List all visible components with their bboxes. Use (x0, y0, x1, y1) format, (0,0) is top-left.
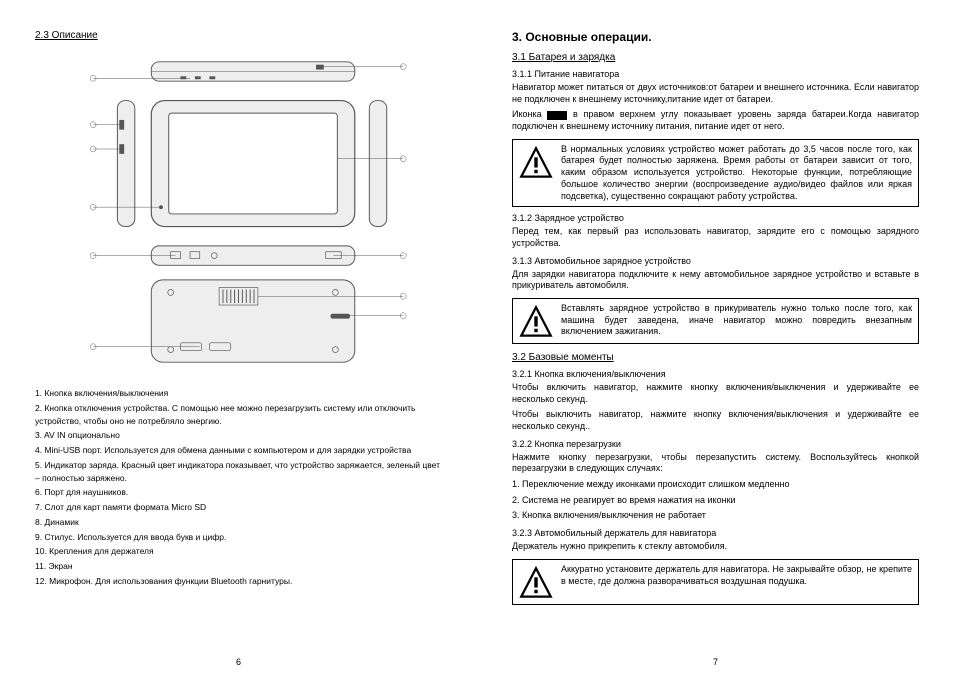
legend-item: 1. Кнопка включения/выключения (35, 387, 442, 400)
section-2-3-title: 2.3 Описание (35, 30, 442, 41)
section-3-1-title: 3.1 Батарея и зарядка (512, 52, 919, 63)
body-text: Чтобы включить навигатор, нажмите кнопку… (512, 382, 919, 405)
section-3-2-title: 3.2 Базовые моменты (512, 352, 919, 363)
warning-text: Вставлять зарядное устройство в прикурив… (561, 303, 912, 338)
legend-item: 3. AV IN опционально (35, 429, 442, 442)
page-number: 6 (236, 657, 241, 667)
section-3-2-1-title: 3.2.1 Кнопка включения/выключения (512, 369, 919, 379)
body-text: Нажмите кнопку перезагрузки, чтобы перез… (512, 452, 919, 475)
section-3-title: 3. Основные операции. (512, 30, 919, 44)
device-diagram (35, 47, 442, 377)
warning-icon (519, 566, 553, 600)
legend-item: 2. Кнопка отключения устройства. С помощ… (35, 402, 442, 428)
body-text: Держатель нужно прикрепить к стеклу авто… (512, 541, 919, 553)
legend-item: 9. Стилус. Используется для ввода букв и… (35, 531, 442, 544)
page-number: 7 (713, 657, 718, 667)
text-span: в правом верхнем углу показывает уровень… (512, 109, 919, 131)
warning-box: Аккуратно установите держатель для навиг… (512, 559, 919, 605)
warning-box: Вставлять зарядное устройство в прикурив… (512, 298, 919, 344)
legend-item: 6. Порт для наушников. (35, 486, 442, 499)
right-page: 3. Основные операции. 3.1 Батарея и заря… (477, 0, 954, 677)
section-3-2-3-title: 3.2.3 Автомобильный держатель для навига… (512, 528, 919, 538)
legend-item: 8. Динамик (35, 516, 442, 529)
battery-icon (547, 111, 567, 120)
warning-text: В нормальных условиях устройство может р… (561, 144, 912, 202)
body-text: Чтобы выключить навигатор, нажмите кнопк… (512, 409, 919, 432)
legend-list: 1. Кнопка включения/выключения 2. Кнопка… (35, 387, 442, 588)
section-3-1-3-title: 3.1.3 Автомобильное зарядное устройство (512, 256, 919, 266)
body-text: Навигатор может питаться от двух источни… (512, 82, 919, 105)
body-text: Для зарядки навигатора подключите к нему… (512, 269, 919, 292)
body-text: Иконка в правом верхнем углу показывает … (512, 109, 919, 132)
section-3-2-2-title: 3.2.2 Кнопка перезагрузки (512, 439, 919, 449)
legend-item: 4. Mini-USB порт. Используется для обмен… (35, 444, 442, 457)
list-item: 3. Кнопка включения/выключения не работа… (512, 510, 919, 522)
list-item: 2. Система не реагирует во время нажатия… (512, 495, 919, 507)
legend-item: 12. Микрофон. Для использования функции … (35, 575, 442, 588)
list-item: 1. Переключение между иконками происходи… (512, 479, 919, 491)
legend-item: 5. Индикатор заряда. Красный цвет индика… (35, 459, 442, 485)
legend-item: 11. Экран (35, 560, 442, 573)
warning-icon (519, 305, 553, 339)
warning-box: В нормальных условиях устройство может р… (512, 139, 919, 207)
text-span: Иконка (512, 109, 547, 119)
warning-text: Аккуратно установите держатель для навиг… (561, 564, 912, 587)
section-3-1-2-title: 3.1.2 Зарядное устройство (512, 213, 919, 223)
body-text: Перед тем, как первый раз использовать н… (512, 226, 919, 249)
section-3-1-1-title: 3.1.1 Питание навигатора (512, 69, 919, 79)
legend-item: 10. Крепления для держателя (35, 545, 442, 558)
left-page: 2.3 Описание (0, 0, 477, 677)
legend-item: 7. Слот для карт памяти формата Micro SD (35, 501, 442, 514)
device-svg (35, 47, 442, 377)
warning-icon (519, 146, 553, 180)
